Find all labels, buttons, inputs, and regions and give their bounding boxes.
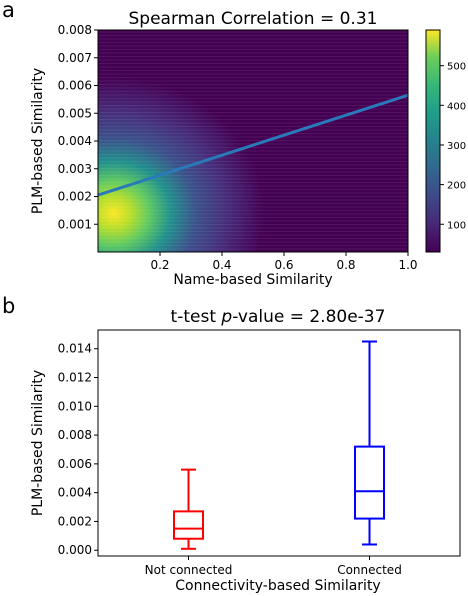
boxplot-category-label: Not connected [145, 563, 233, 577]
boxplot-frame [97, 329, 461, 557]
boxplot-categories: Not connected Connected [145, 556, 402, 577]
heatmap-y-ticks: 0.001 0.002 0.003 0.004 0.005 0.006 0.007 0.008 [58, 23, 98, 231]
boxplot-category-label: Connected [337, 563, 402, 577]
box-body [354, 445, 385, 520]
heatmap-y-tick-label: 0.006 [58, 79, 92, 93]
boxplot-title: t-test p-value = 2.80e-37 [171, 307, 386, 327]
panel-label-a: a [2, 0, 15, 22]
boxplot-title-suffix: -value = 2.80e-37 [232, 307, 385, 327]
panel-label-b: b [2, 294, 15, 318]
heatmap-texture [98, 30, 408, 252]
boxplot-y-label: PLM-based Similarity [30, 370, 46, 516]
boxplot-panel: t-test p-value = 2.80e-37 0.0000.0020.00… [30, 307, 461, 594]
boxplot-y-tick-label: 0.010 [58, 399, 92, 413]
colorbar [425, 29, 441, 253]
heatmap-y-label: PLM-based Similarity [30, 68, 46, 214]
colorbar-tick-label: 300 [447, 141, 466, 152]
heatmap-x-ticks: 0.2 0.4 0.6 0.8 1.0 [150, 252, 418, 272]
heatmap-y-tick-label: 0.003 [58, 162, 92, 176]
heatmap-x-tick-label: 0.2 [150, 258, 169, 272]
heatmap-x-label: Name-based Similarity [173, 272, 332, 288]
heatmap-y-tick-label: 0.002 [58, 190, 92, 204]
heatmap-x-tick-label: 0.8 [336, 258, 355, 272]
colorbar-tick-label: 200 [447, 181, 466, 192]
boxplot-y-tick-label: 0.012 [58, 371, 92, 385]
colorbar-tick-label: 400 [447, 101, 466, 112]
colorbar-ticks: 100 200 300 400 500 [440, 62, 466, 231]
boxplot-title-italic: p [220, 307, 232, 327]
box-connected [354, 340, 385, 546]
heatmap-y-tick-label: 0.004 [58, 134, 92, 148]
box-body [173, 510, 204, 540]
heatmap-title: Spearman Correlation = 0.31 [129, 9, 378, 29]
colorbar-tick-label: 500 [447, 62, 466, 73]
boxplot-title-prefix: t-test [171, 307, 222, 327]
heatmap-x-tick-label: 1.0 [398, 258, 417, 272]
box-not-connected [173, 468, 204, 550]
boxplot-y-ticks: 0.000 0.002 0.004 0.006 0.008 0.010 0.012 0.014 [58, 342, 98, 557]
colorbar-tick-label: 100 [447, 220, 466, 231]
trend-line [98, 93, 408, 197]
boxplot-y-tick-label: 0.008 [58, 428, 92, 442]
boxplot-boxes [173, 340, 385, 550]
boxplot-y-tick-label: 0.006 [58, 457, 92, 471]
heatmap-x-tick-label: 0.4 [212, 258, 231, 272]
heatmap-panel: Spearman Correlation = 0.31 0.2 0.4 0.6 0.8… [30, 9, 466, 288]
heatmap-y-tick-label: 0.005 [58, 106, 92, 120]
boxplot-y-tick-label: 0.000 [58, 543, 92, 557]
heatmap-y-tick-label: 0.008 [58, 23, 92, 37]
heatmap-y-tick-label: 0.001 [58, 217, 92, 231]
heatmap-x-tick-label: 0.6 [274, 258, 293, 272]
boxplot-x-label: Connectivity-based Similarity [175, 578, 380, 594]
heatmap-y-tick-label: 0.007 [58, 51, 92, 65]
boxplot-y-tick-label: 0.004 [58, 486, 92, 500]
boxplot-y-tick-label: 0.002 [58, 514, 92, 528]
boxplot-y-tick-label: 0.014 [58, 342, 92, 356]
